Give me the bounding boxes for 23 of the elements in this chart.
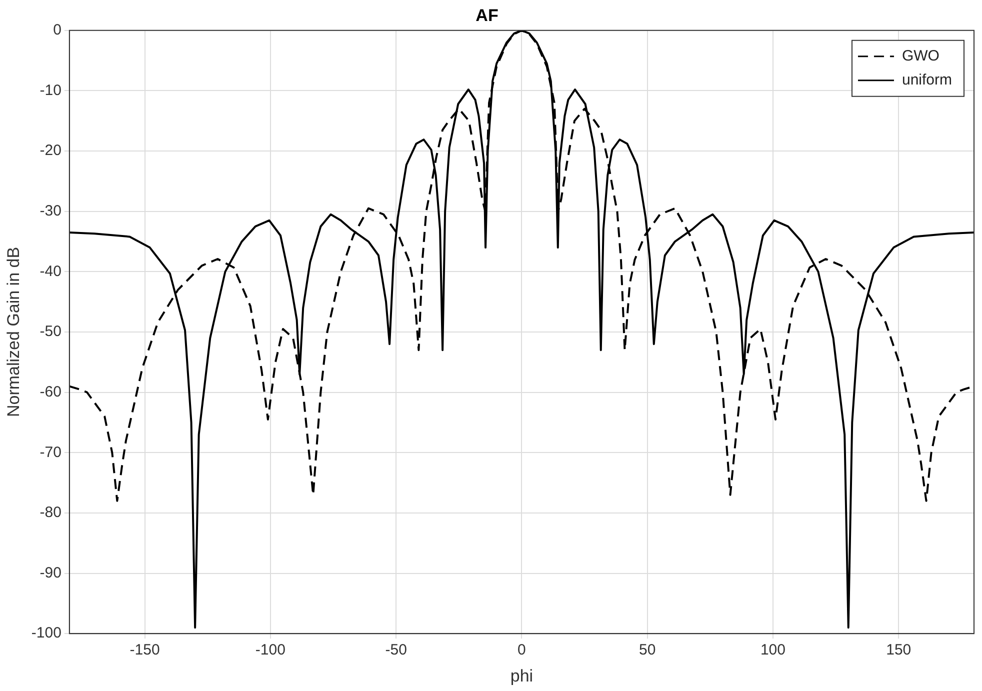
legend-label: GWO	[902, 48, 940, 65]
y-tick-label: -90	[40, 564, 62, 582]
x-tick-label: 0	[518, 642, 526, 659]
y-tick-label: -60	[40, 383, 62, 400]
x-tick-label: 100	[760, 642, 786, 659]
x-tick-label: -50	[385, 642, 407, 659]
y-tick-label: 0	[53, 22, 62, 39]
y-tick-label: -80	[40, 504, 62, 522]
y-tick-label: -10	[40, 82, 62, 99]
x-tick-label: 50	[639, 642, 656, 659]
x-tick-label: 150	[886, 642, 912, 659]
x-tick-label: -150	[130, 642, 160, 659]
y-tick-label: -30	[40, 202, 62, 220]
legend-label: uniform	[902, 72, 952, 89]
y-tick-label: -100	[31, 624, 62, 642]
y-axis-title: Normalized Gain in dB	[4, 246, 23, 418]
x-tick-label: -100	[255, 642, 286, 659]
y-tick-label: -50	[40, 323, 62, 340]
x-axis-title: phi	[510, 666, 534, 686]
y-tick-label: -20	[40, 142, 62, 160]
y-tick-label: -70	[40, 444, 62, 461]
y-tick-label: -40	[40, 262, 62, 280]
chart-title: AF	[476, 6, 498, 25]
